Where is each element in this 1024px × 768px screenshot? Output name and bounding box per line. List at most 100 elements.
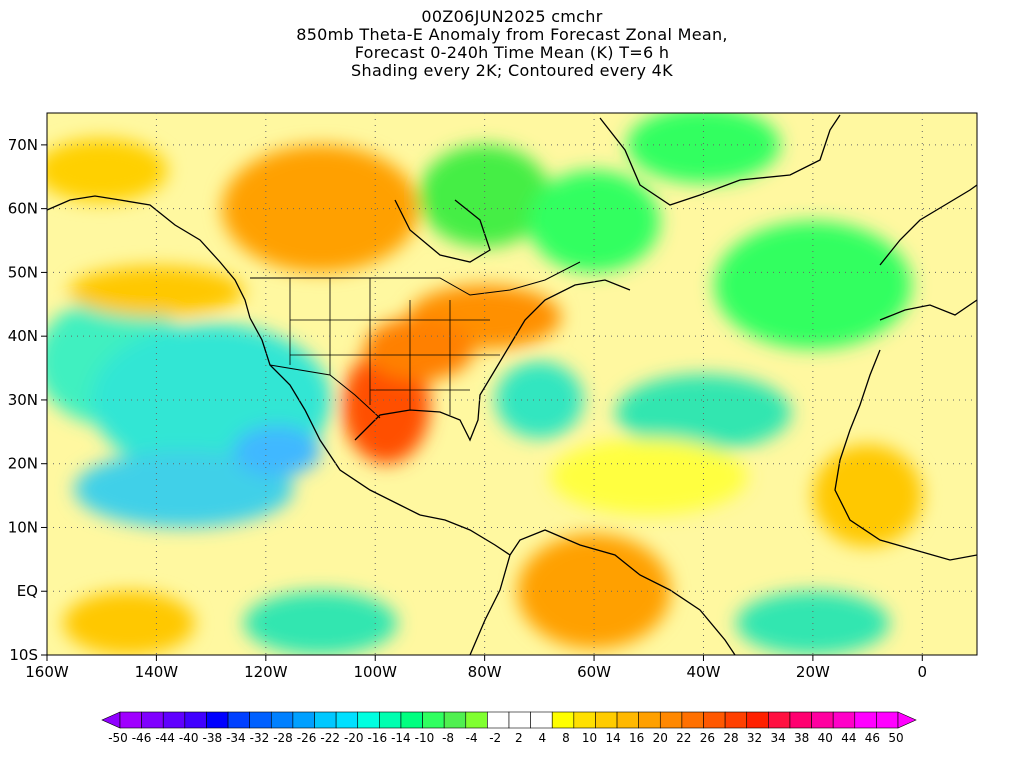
colorbar-label: 46: [865, 731, 880, 745]
anomaly-region: [615, 374, 791, 451]
colorbar-label: -16: [368, 731, 388, 745]
colorbar-label: 10: [582, 731, 597, 745]
coastline-central-america: [419, 514, 511, 556]
colorbar-swatch: [335, 711, 359, 729]
graticule: [47, 113, 977, 655]
anomaly-region: [47, 138, 168, 203]
anomaly-region: [419, 144, 551, 247]
colorbar-label: -4: [466, 731, 478, 745]
colorbar-swatch: [595, 711, 618, 729]
colorbar-label: -44: [155, 731, 175, 745]
colorbar-swatch: [508, 711, 531, 729]
colorbar-label: 14: [605, 731, 620, 745]
anomaly-region: [626, 113, 781, 184]
anomaly-region: [63, 591, 195, 655]
lon-tick-label: 0: [918, 663, 928, 681]
colorbar-label: -8: [442, 731, 454, 745]
colorbar-swatch: [119, 711, 142, 729]
lon-tick-label: 100W: [354, 663, 398, 681]
colorbar-swatch: [832, 711, 856, 729]
colorbar-swatch: [746, 711, 769, 729]
anomaly-region: [68, 266, 244, 318]
anomaly-region: [74, 450, 294, 528]
anomaly-region: [364, 317, 474, 381]
colorbar-swatch: [703, 711, 726, 729]
colorbar-label: 44: [841, 731, 856, 745]
colorbar-label: 32: [747, 731, 762, 745]
colorbar-label: -20: [344, 731, 364, 745]
lon-tick-label: 40W: [687, 663, 721, 681]
lat-tick-label: 20N: [8, 455, 38, 473]
map-frame: [46, 112, 978, 656]
colorbar-label: -40: [179, 731, 199, 745]
colorbar-label: 22: [676, 731, 691, 745]
title-line-4: Shading every 2K; Contoured every 4K: [351, 61, 673, 80]
colorbar-swatch: [768, 711, 791, 729]
colorbar-swatch: [227, 711, 250, 729]
lon-tick-label: 160W: [25, 663, 69, 681]
border-us-canada: [250, 261, 581, 296]
colorbar-label: 16: [629, 731, 644, 745]
colorbar-swatch: [465, 711, 488, 729]
colorbar-swatch: [270, 711, 294, 729]
anomaly-shading: [47, 113, 923, 655]
colorbar-label: -28: [273, 731, 293, 745]
colorbar-swatch: [314, 711, 337, 729]
border-us-mexico: [269, 364, 381, 419]
title-line-2: 850mb Theta-E Anomaly from Forecast Zona…: [296, 25, 728, 44]
coastline-europe: [879, 184, 977, 321]
anomaly-region: [812, 444, 923, 547]
colorbar-arrow-low: [101, 711, 121, 729]
lat-tick-label: 10N: [8, 518, 38, 536]
coastline-alaska: [47, 195, 251, 319]
colorbar-swatch: [876, 711, 899, 729]
longitude-axis: 160W 140W 120W 100W 80W 60W 40W 20W 0: [25, 655, 927, 681]
lat-tick-label: 60N: [8, 200, 38, 218]
colorbar-label: 38: [794, 731, 809, 745]
border-states: [289, 278, 500, 415]
coastline-africa: [834, 349, 977, 561]
colorbar-swatch: [162, 711, 186, 729]
colorbar-arrow-high: [897, 711, 917, 729]
colorbar-swatch: [400, 711, 423, 729]
lat-tick-label: 70N: [8, 136, 38, 154]
lon-tick-label: 60W: [577, 663, 611, 681]
colorbar-label: 34: [770, 731, 785, 745]
lon-tick-label: 140W: [135, 663, 179, 681]
colorbar-label: 4: [539, 731, 547, 745]
colorbar-swatch: [292, 711, 315, 729]
colorbar-swatch: [141, 711, 164, 729]
coastline-hudson-bay: [394, 199, 491, 263]
title-line-3: Forecast 0-240h Time Mean (K) T=6 h: [354, 43, 670, 62]
colorbar-swatch: [659, 711, 683, 729]
colorbar-label: 2: [515, 731, 523, 745]
colorbar-label: -14: [391, 731, 411, 745]
colorbar-label: -34: [226, 731, 246, 745]
anomaly-region: [222, 144, 419, 273]
colorbar-label: -32: [250, 731, 270, 745]
colorbar-swatch: [422, 711, 445, 729]
colorbar-swatch: [638, 711, 661, 729]
colorbar-swatch: [443, 711, 467, 729]
anomaly-region: [517, 533, 671, 649]
colorbar-label: -38: [202, 731, 222, 745]
colorbar-swatch: [551, 711, 575, 729]
colorbar-label: -22: [320, 731, 340, 745]
lat-tick-label: 40N: [8, 327, 38, 345]
colorbar-label: 40: [818, 731, 833, 745]
colorbar-label: -10: [415, 731, 435, 745]
coastline-us-west: [249, 317, 421, 516]
lat-tick-label: 30N: [8, 391, 38, 409]
colorbar-swatch: [811, 711, 834, 729]
lat-tick-label: EQ: [17, 582, 38, 600]
colorbar-swatch: [184, 711, 207, 729]
anomaly-region: [243, 591, 398, 655]
colorbar-label: 50: [888, 731, 903, 745]
colorbar-swatch: [681, 711, 704, 729]
coastline-greenland: [599, 114, 841, 206]
lon-tick-label: 20W: [796, 663, 830, 681]
colorbar-swatch: [487, 711, 510, 729]
colorbar-label: -2: [489, 731, 501, 745]
lon-tick-label: 80W: [468, 663, 502, 681]
